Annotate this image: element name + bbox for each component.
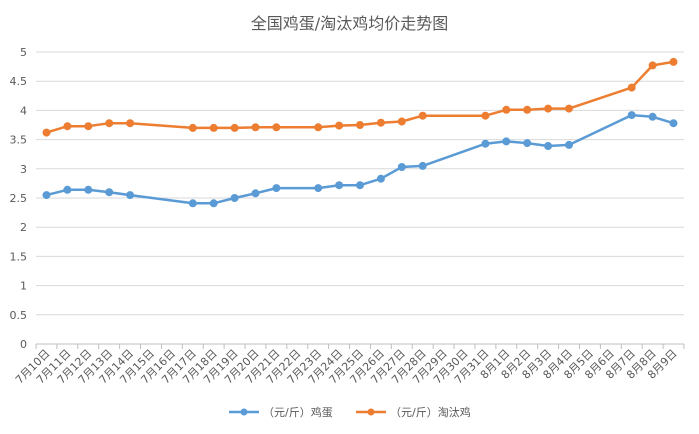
chart-title: 全国鸡蛋/淘汰鸡均价走势图 (250, 14, 449, 33)
data-point-1 (188, 199, 197, 208)
data-point-1 (272, 184, 281, 193)
data-point-2 (565, 104, 573, 113)
legend-label-1: （元/斤）鸡蛋 (263, 405, 333, 419)
data-point-1 (230, 194, 239, 202)
data-point-2 (648, 61, 657, 70)
data-point-1 (523, 139, 532, 148)
data-point-2 (188, 123, 197, 132)
y-tick-label: 3.5 (10, 134, 28, 147)
data-point-2 (84, 122, 93, 131)
legend-marker-2 (367, 408, 375, 416)
data-point-1 (648, 112, 657, 121)
data-point-2 (418, 111, 427, 120)
data-point-1 (84, 185, 93, 194)
data-point-2 (356, 121, 364, 129)
data-point-1 (376, 174, 385, 183)
data-point-2 (544, 104, 553, 113)
data-point-2 (502, 105, 511, 114)
data-point-1 (63, 185, 72, 194)
data-point-1 (356, 181, 364, 190)
data-point-1 (251, 189, 260, 198)
y-tick-label: 4 (20, 104, 27, 117)
data-point-1 (397, 163, 406, 171)
data-point-2 (397, 117, 406, 126)
data-point-1 (105, 188, 114, 197)
y-tick-label: 2.5 (10, 192, 28, 205)
data-point-2 (272, 123, 281, 132)
y-tick-label: 0.5 (10, 309, 28, 322)
y-tick-label: 4.5 (10, 75, 28, 88)
data-point-2 (376, 118, 385, 127)
y-tick-label: 3 (20, 163, 27, 176)
legend-marker-1 (240, 408, 248, 416)
data-point-1 (418, 161, 427, 170)
data-point-1 (481, 139, 490, 148)
data-point-1 (544, 142, 553, 150)
y-tick-label: 5 (20, 46, 27, 59)
data-point-1 (126, 191, 135, 200)
data-point-2 (209, 123, 218, 132)
y-tick-label: 2 (20, 221, 27, 234)
data-point-2 (126, 119, 135, 128)
y-tick-label: 0 (20, 338, 27, 351)
data-point-2 (627, 83, 636, 92)
data-point-2 (42, 128, 51, 137)
y-tick-label: 1.5 (10, 250, 28, 263)
y-tick-label: 1 (20, 280, 27, 293)
data-point-2 (230, 123, 239, 132)
data-point-1 (209, 199, 218, 208)
data-point-2 (63, 122, 72, 131)
data-point-2 (669, 57, 678, 66)
data-point-2 (523, 105, 532, 114)
data-point-2 (314, 123, 323, 132)
data-point-2 (335, 121, 344, 130)
data-point-1 (502, 137, 511, 146)
data-point-1 (565, 140, 573, 149)
data-point-2 (251, 123, 260, 132)
data-point-1 (335, 181, 344, 190)
data-point-1 (669, 119, 678, 128)
data-point-2 (105, 119, 114, 128)
data-point-2 (481, 111, 490, 120)
data-point-1 (627, 111, 636, 120)
legend-label-2: （元/斤）淘汰鸡 (390, 405, 471, 419)
data-point-1 (314, 184, 323, 193)
data-point-1 (42, 191, 51, 200)
